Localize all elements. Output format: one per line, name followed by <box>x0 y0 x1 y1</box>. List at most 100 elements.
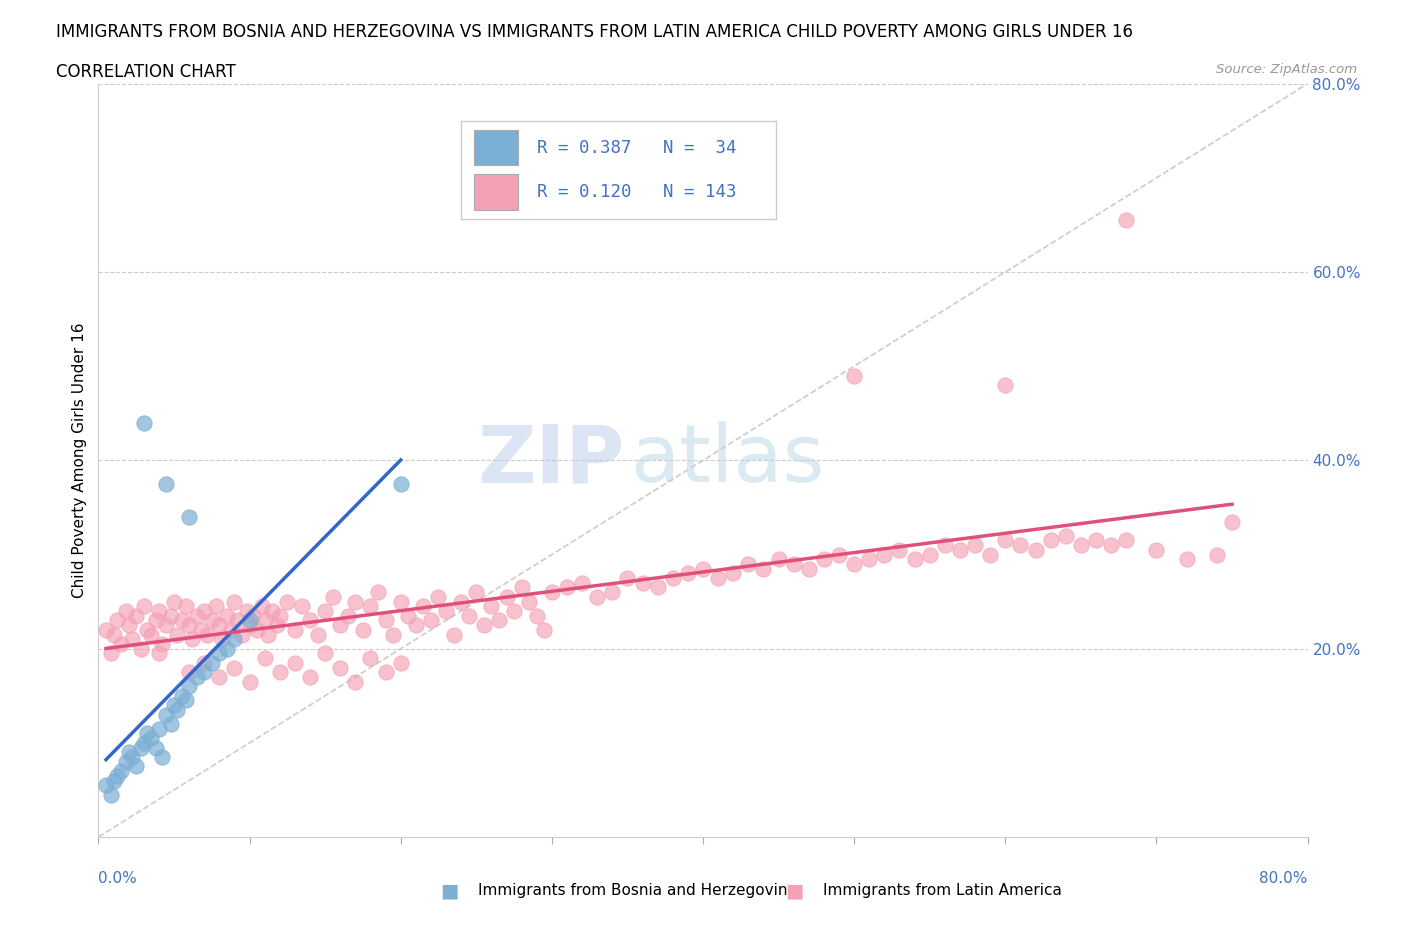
Point <box>540 585 562 600</box>
Point <box>291 599 314 614</box>
Point <box>307 627 329 642</box>
Point <box>155 476 177 491</box>
Point <box>457 608 479 623</box>
Point <box>844 368 866 383</box>
Point <box>1206 547 1229 562</box>
Point <box>1115 213 1137 228</box>
Point <box>510 580 533 595</box>
Point <box>284 622 307 637</box>
Point <box>201 613 224 628</box>
Point <box>276 594 298 609</box>
Point <box>256 627 278 642</box>
Point <box>148 604 170 618</box>
Point <box>647 580 669 595</box>
Point <box>250 599 273 614</box>
Point <box>150 636 173 651</box>
Point <box>118 618 141 632</box>
Point <box>1175 551 1198 566</box>
Point <box>195 627 218 642</box>
Point <box>723 565 745 580</box>
Point <box>405 618 427 632</box>
Point <box>329 618 352 632</box>
Point <box>135 726 157 741</box>
Point <box>266 618 288 632</box>
Point <box>155 618 177 632</box>
Text: Immigrants from Bosnia and Herzegovina: Immigrants from Bosnia and Herzegovina <box>478 884 797 898</box>
Point <box>262 604 284 618</box>
Point <box>224 594 246 609</box>
Point <box>193 604 215 618</box>
Point <box>239 613 262 628</box>
Point <box>132 736 155 751</box>
Point <box>949 542 972 557</box>
Point <box>488 613 510 628</box>
Point <box>125 759 148 774</box>
Point <box>1085 533 1108 548</box>
Point <box>121 631 143 646</box>
Point <box>299 613 322 628</box>
Text: 0.0%: 0.0% <box>98 871 138 886</box>
Point <box>602 585 624 600</box>
Point <box>100 646 122 661</box>
Text: ■: ■ <box>785 882 804 900</box>
Point <box>105 768 128 783</box>
Point <box>533 622 555 637</box>
Point <box>132 415 155 430</box>
Point <box>707 571 730 586</box>
Point <box>224 660 246 675</box>
Point <box>201 656 224 671</box>
Point <box>472 618 495 632</box>
Point <box>110 764 132 778</box>
Point <box>174 599 197 614</box>
Point <box>211 631 233 646</box>
Point <box>526 608 548 623</box>
Point <box>170 613 193 628</box>
Text: Immigrants from Latin America: Immigrants from Latin America <box>823 884 1062 898</box>
Point <box>495 590 517 604</box>
Point <box>904 551 927 566</box>
Point <box>155 707 177 722</box>
Point <box>129 642 152 657</box>
Point <box>186 608 208 623</box>
Point <box>239 618 262 632</box>
Point <box>246 622 269 637</box>
Point <box>889 542 911 557</box>
Point <box>179 510 201 525</box>
Point <box>174 693 197 708</box>
Point <box>179 665 201 680</box>
Text: R = 0.387   N =  34: R = 0.387 N = 34 <box>537 139 737 157</box>
Point <box>813 551 835 566</box>
Point <box>193 665 215 680</box>
Point <box>269 608 291 623</box>
Point <box>114 754 136 769</box>
Point <box>141 731 163 746</box>
Point <box>396 608 419 623</box>
Point <box>661 571 683 586</box>
Point <box>231 627 253 642</box>
Point <box>148 722 170 737</box>
Point <box>179 618 201 632</box>
Point <box>190 622 212 637</box>
FancyBboxPatch shape <box>474 130 517 166</box>
Point <box>150 750 173 764</box>
Point <box>465 585 488 600</box>
Point <box>797 561 820 576</box>
Point <box>215 642 238 657</box>
Point <box>481 599 503 614</box>
Point <box>253 613 276 628</box>
Point <box>692 561 714 576</box>
Point <box>367 585 389 600</box>
Point <box>160 608 183 623</box>
Point <box>166 627 188 642</box>
Point <box>145 613 167 628</box>
Point <box>344 674 367 689</box>
Point <box>205 599 228 614</box>
Point <box>186 670 208 684</box>
FancyBboxPatch shape <box>474 174 517 209</box>
Point <box>360 599 382 614</box>
Point <box>114 604 136 618</box>
Point <box>132 599 155 614</box>
Point <box>555 580 578 595</box>
Point <box>1115 533 1137 548</box>
Point <box>129 740 152 755</box>
